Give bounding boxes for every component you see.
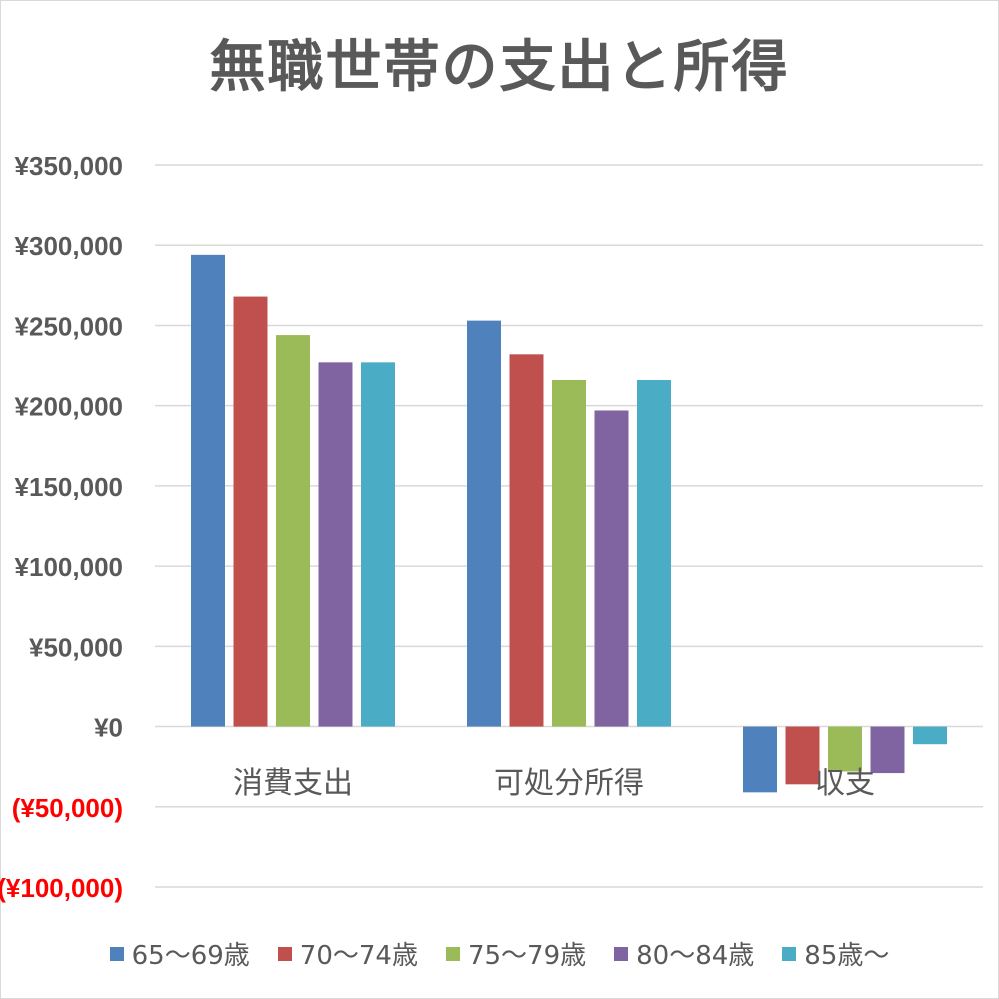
y-tick-label: ¥350,000: [15, 151, 123, 181]
bar: [594, 410, 629, 727]
bars: [191, 254, 947, 793]
bar: [637, 379, 671, 727]
bar: [467, 320, 501, 727]
legend: 65〜69歳 70〜74歳 75〜79歳 80〜84歳 85歳〜: [0, 935, 999, 972]
bar: [828, 726, 862, 772]
category-label: 収支: [815, 766, 875, 801]
legend-swatch: [782, 946, 797, 961]
bar: [233, 296, 268, 727]
bar: [276, 335, 310, 727]
y-tick-label: ¥50,000: [29, 632, 123, 662]
legend-label: 80〜84歳: [636, 941, 755, 971]
legend-label: 75〜79歳: [467, 941, 587, 971]
y-tick-label: ¥150,000: [15, 472, 123, 502]
legend-label: 65〜69歳: [131, 941, 250, 971]
category-label: 消費支出: [233, 766, 353, 801]
bar: [743, 726, 777, 793]
category-label: 可処分所得: [494, 766, 644, 801]
y-tick-label: ¥100,000: [15, 552, 123, 582]
bar: [785, 726, 820, 785]
bar: [361, 362, 395, 727]
legend-label: 70〜74歳: [299, 941, 418, 971]
bar: [318, 362, 353, 727]
bar: [191, 254, 225, 727]
y-tick-label: (¥50,000): [12, 793, 123, 823]
legend-label: 85歳〜: [804, 941, 890, 971]
bar: [870, 726, 905, 774]
y-tick-label: ¥300,000: [15, 231, 123, 261]
legend-item: 75〜79歳: [445, 935, 587, 972]
legend-swatch: [109, 946, 124, 961]
bar: [509, 354, 544, 727]
legend-item: 85歳〜: [782, 935, 889, 972]
y-tick-label: ¥0: [94, 713, 123, 743]
legend-item: 70〜74歳: [277, 935, 418, 972]
y-tick-label: (¥100,000): [0, 873, 123, 903]
legend-swatch: [277, 946, 292, 961]
bar: [913, 726, 947, 745]
gridlines: [155, 164, 983, 888]
legend-swatch: [445, 946, 460, 961]
legend-item: 65〜69歳: [109, 935, 250, 972]
y-axis-tick-labels: ¥350,000 ¥300,000 ¥250,000 ¥200,000 ¥150,000…: [0, 151, 123, 903]
y-tick-label: ¥250,000: [15, 311, 123, 341]
category-labels: 消費支出 可処分所得 収支: [233, 766, 875, 801]
y-tick-label: ¥200,000: [15, 392, 123, 422]
chart-title: 無職世帯の支出と所得: [209, 35, 790, 100]
legend-item: 80〜84歳: [614, 935, 754, 972]
legend-swatch: [614, 946, 629, 961]
bar: [552, 379, 586, 727]
